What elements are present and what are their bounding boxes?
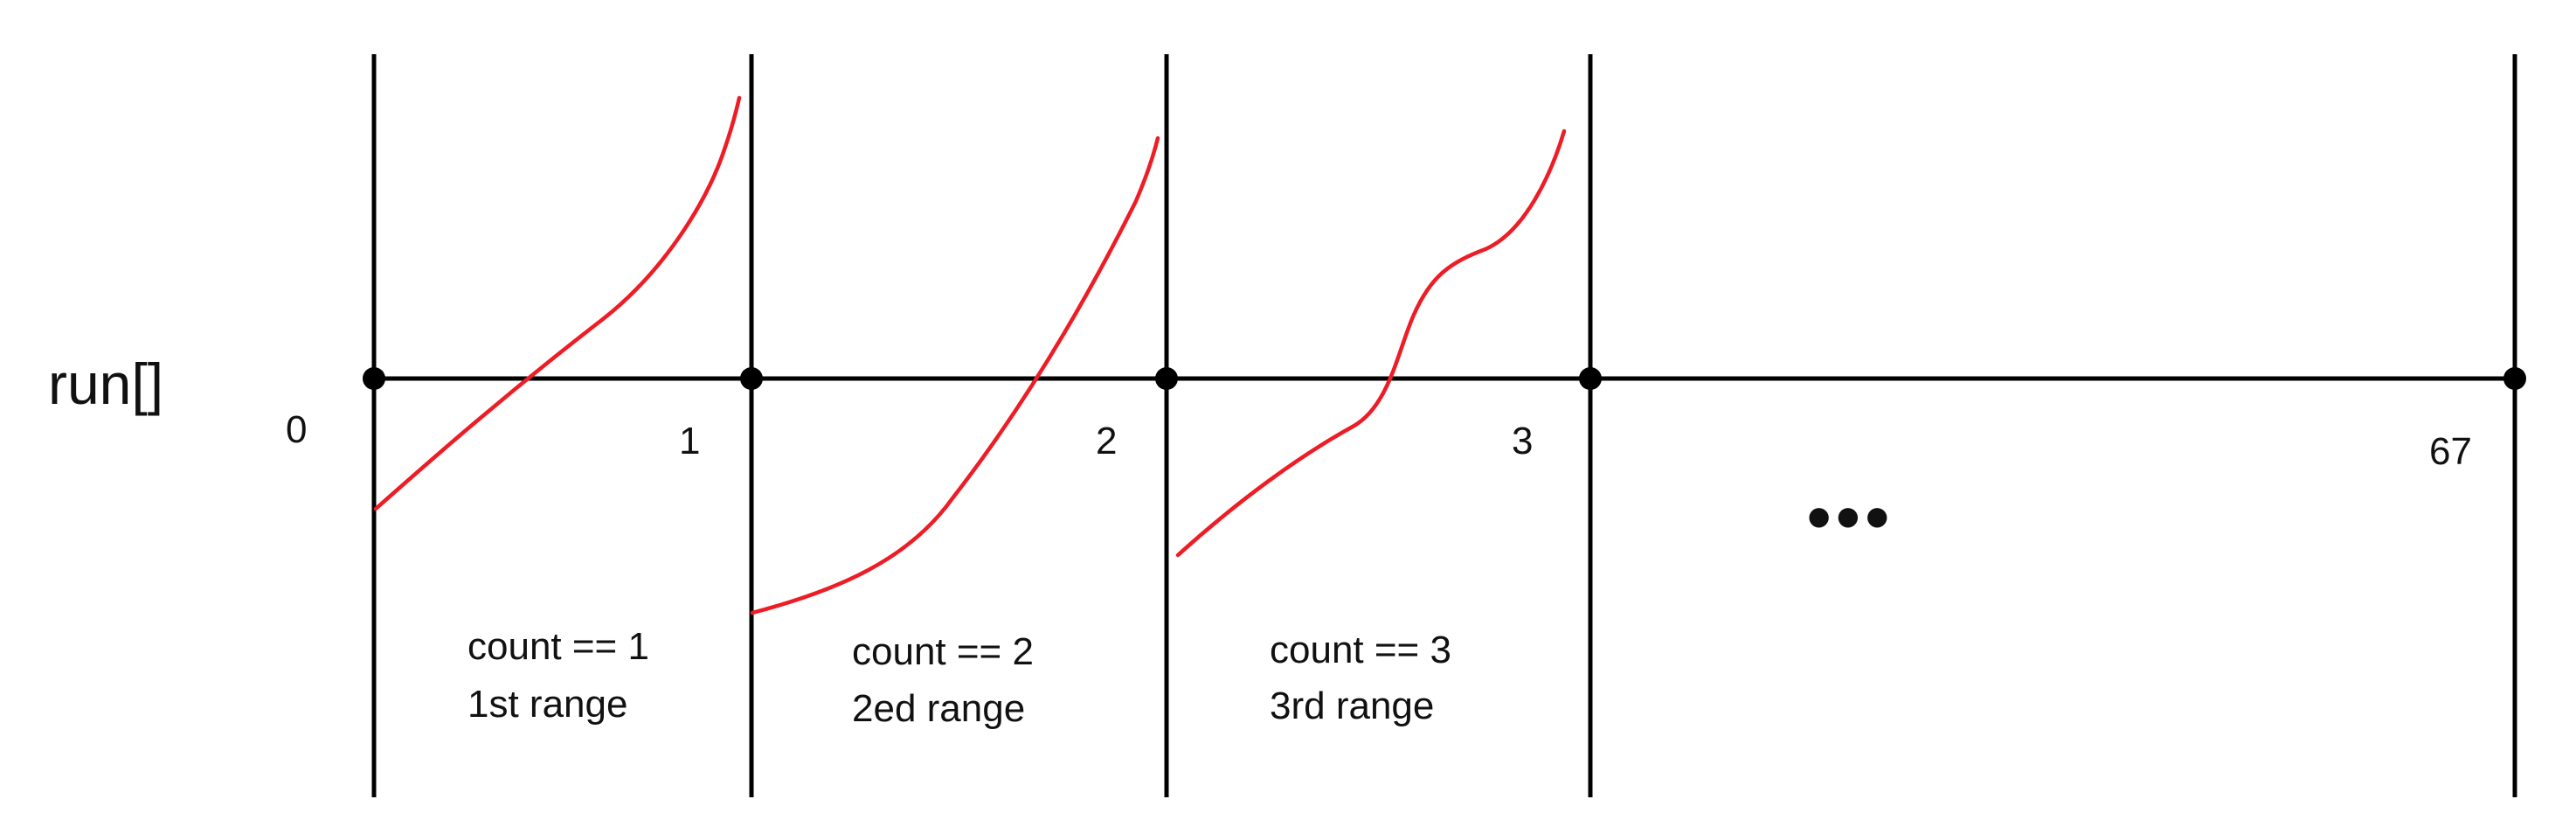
curve-range-1 xyxy=(373,95,742,511)
axis-points xyxy=(363,367,2526,390)
point-0 xyxy=(363,367,385,390)
point-67 xyxy=(2503,367,2526,390)
range-3-label: 3rd range xyxy=(1270,685,1434,727)
range-3-count: count == 3 xyxy=(1270,629,1451,671)
index-label-2: 2 xyxy=(1096,420,1117,462)
index-label-67: 67 xyxy=(2429,430,2472,473)
array-title: run[] xyxy=(48,351,163,416)
range-2-count: count == 2 xyxy=(852,630,1034,673)
curve-range-3 xyxy=(1175,129,1567,558)
index-label-1: 1 xyxy=(679,420,700,462)
range-2-label: 2ed range xyxy=(852,687,1025,730)
index-label-3: 3 xyxy=(1512,420,1533,462)
range-1-count: count == 1 xyxy=(467,625,649,668)
curve-range-2 xyxy=(750,136,1160,615)
range-1-label: 1st range xyxy=(467,683,627,726)
point-1 xyxy=(740,367,763,390)
index-label-0: 0 xyxy=(286,408,307,451)
point-2 xyxy=(1155,367,1178,390)
segment-dividers xyxy=(371,54,2517,797)
ellipsis: ••• xyxy=(1807,478,1894,555)
point-3 xyxy=(1579,367,1602,390)
range-curves xyxy=(373,95,1567,615)
